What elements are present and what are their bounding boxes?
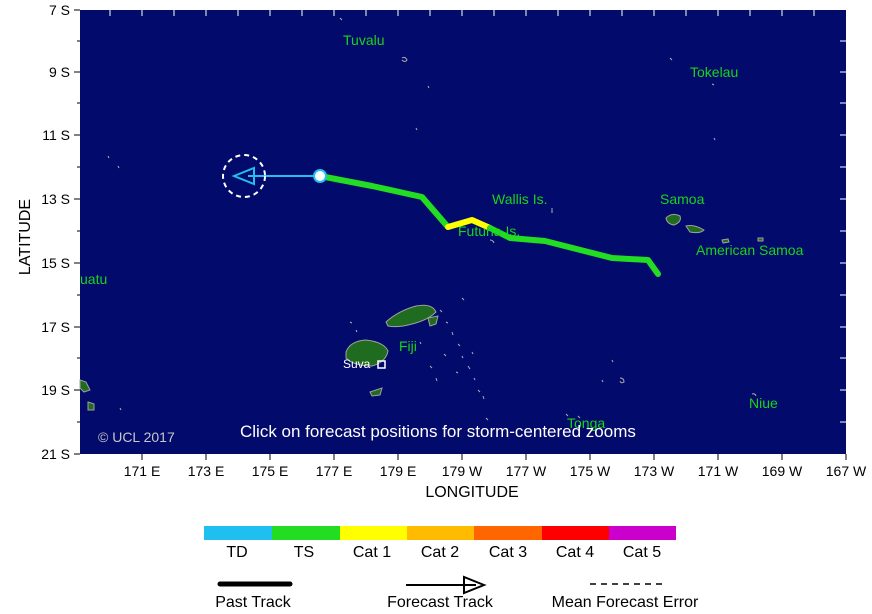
forecast-arrow-icon [463, 575, 487, 595]
y-axis-title: LATITUDE [17, 199, 34, 275]
lat-label: 7 S [49, 2, 70, 18]
fiji-islands [345, 304, 439, 397]
mean-error-label: Mean Forecast Error [552, 594, 699, 611]
label-fiji: Fiji [399, 338, 417, 354]
legend-label-td: TD [226, 544, 247, 561]
label-futuna: Futuna Is. [458, 223, 520, 239]
ocean-area [80, 10, 846, 454]
lat-labels: 7 S 9 S 11 S 13 S 15 S 17 S 19 S 21 S [41, 2, 70, 462]
lon-label: 177 W [506, 463, 547, 479]
legend-swatch-ts [272, 526, 340, 540]
legend-label-cat4: Cat 4 [556, 544, 594, 561]
past-track-label: Past Track [215, 594, 292, 611]
small-islands [107, 17, 757, 421]
lat-label: 15 S [41, 255, 70, 271]
lon-ticks-top [109, 10, 815, 16]
lon-label: 171 E [124, 463, 161, 479]
legend-swatch-cat5 [609, 526, 676, 540]
zoom-instruction: Click on forecast positions for storm-ce… [240, 422, 636, 441]
label-wallis: Wallis Is. [492, 191, 547, 207]
forecast-position-arrow[interactable] [231, 166, 255, 186]
past-track [317, 173, 661, 277]
lon-label: 175 E [252, 463, 289, 479]
label-niue: Niue [749, 395, 778, 411]
lon-ticks [141, 454, 847, 460]
legend-swatch-td [204, 526, 272, 540]
label-tokelau: Tokelau [690, 64, 738, 80]
past-track-cat1-segment [445, 217, 493, 231]
lat-label: 21 S [41, 446, 70, 462]
legend-label-cat2: Cat 2 [421, 544, 459, 561]
lon-label: 167 W [826, 463, 867, 479]
category-labels: TD TS Cat 1 Cat 2 Cat 3 Cat 4 Cat 5 [226, 544, 661, 561]
label-american-samoa: American Samoa [696, 242, 804, 258]
legend-swatch-cat1 [340, 526, 407, 540]
legend-label-cat3: Cat 3 [489, 544, 527, 561]
lon-label: 179 W [442, 463, 483, 479]
label-vanuatu: uatu [80, 271, 107, 287]
lat-label: 13 S [41, 191, 70, 207]
samoa-islands [665, 213, 764, 244]
legend-swatch-cat3 [474, 526, 542, 540]
lat-label: 19 S [41, 382, 70, 398]
lon-labels: 171 E 173 E 175 E 177 E 179 E 179 W 177 … [124, 463, 867, 479]
x-axis-title: LONGITUDE [425, 484, 518, 501]
legend-label-ts: TS [294, 544, 314, 561]
lon-label: 177 E [316, 463, 353, 479]
current-position-marker[interactable] [313, 169, 327, 183]
legend-label-cat1: Cat 1 [353, 544, 391, 561]
lat-label: 11 S [42, 127, 70, 143]
legend-swatch-cat4 [542, 526, 609, 540]
suva-marker [377, 360, 386, 369]
fiji-islets [349, 297, 485, 400]
label-tuvalu: Tuvalu [343, 32, 385, 48]
copyright: © UCL 2017 [98, 429, 175, 445]
lon-label: 173 E [188, 463, 225, 479]
lat-ticks [74, 9, 80, 455]
legend-swatch-cat2 [407, 526, 474, 540]
past-track-ts-segment-1 [317, 173, 451, 230]
category-color-bar [204, 526, 676, 540]
past-track-ts-segment-2 [487, 225, 661, 277]
label-tonga: Tonga [567, 415, 605, 431]
lon-label: 175 W [570, 463, 611, 479]
lon-label: 173 W [634, 463, 675, 479]
lat-label: 17 S [41, 319, 70, 335]
lon-label: 169 W [762, 463, 803, 479]
label-suva: Suva [343, 357, 371, 371]
lon-label: 171 W [698, 463, 739, 479]
lat-label: 9 S [49, 64, 70, 80]
lon-label: 179 E [380, 463, 417, 479]
vanuatu-islands [79, 379, 95, 411]
legend-label-cat5: Cat 5 [623, 544, 661, 561]
label-samoa: Samoa [660, 191, 705, 207]
forecast-track-label: Forecast Track [387, 594, 494, 611]
forecast-track [222, 154, 327, 198]
lat-ticks-right [840, 40, 846, 423]
forecast-error-circle [222, 154, 266, 198]
